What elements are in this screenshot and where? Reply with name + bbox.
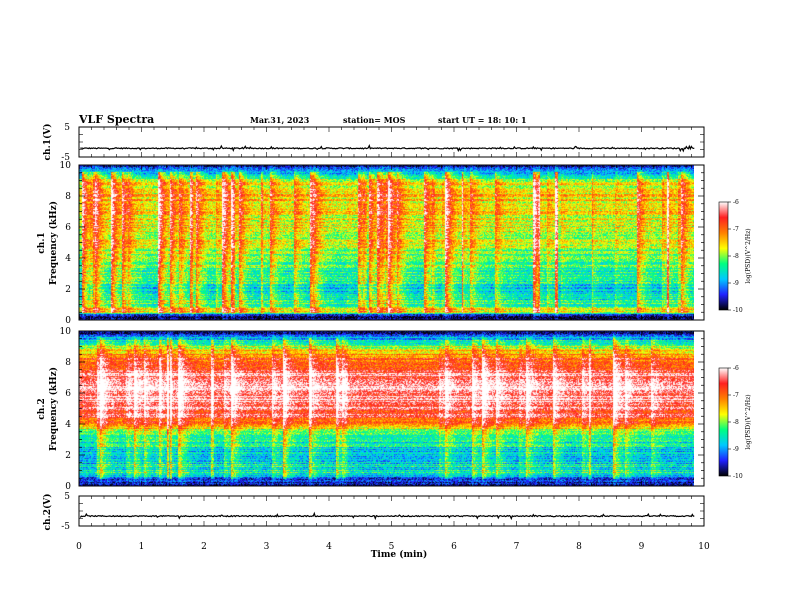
x-tick-label-10: 10 xyxy=(698,542,710,552)
ch2-freq-tick-2: 2 xyxy=(65,451,71,461)
ch2-colorbar-label: log(PSD)(V^2/Hz) xyxy=(745,394,752,449)
ch2-spectrogram-ylabel-2: Frequency (kHz) xyxy=(48,367,59,451)
ch2-freq-tick-0: 0 xyxy=(65,482,71,492)
chart-title: VLF Spectra xyxy=(78,113,154,126)
ch2-spectrogram-ylabel-1: ch.2 xyxy=(37,398,47,419)
ch2-colorbar: -6 -7 -8 -9 -10 log(PSD)(V^2/Hz) xyxy=(718,365,752,480)
ch1-spectrogram-ylabel-1: ch.1 xyxy=(37,232,47,253)
x-tick-label-8: 8 xyxy=(576,542,582,552)
x-tick-label-1: 1 xyxy=(139,542,145,552)
ch2-waveform-line xyxy=(79,511,695,521)
ch2-freq-tick-4: 4 xyxy=(65,420,71,430)
x-tick-label-7: 7 xyxy=(514,542,520,552)
ch1-colorbar-tick--6: -6 xyxy=(733,199,739,206)
ch1-colorbar-label: log(PSD)(V^2/Hz) xyxy=(745,228,752,283)
ch2-waveform-ylabel: ch.2(V) xyxy=(42,494,53,531)
ch1-freq-tick-0: 0 xyxy=(65,316,71,326)
x-axis: 0 1 2 3 4 5 6 7 8 9 10 xyxy=(76,126,710,552)
ch1-freq-tick-10: 10 xyxy=(60,161,72,171)
date-label: Mar.31, 2023 xyxy=(250,115,310,125)
ch1-ytick-bottom: -5 xyxy=(61,153,70,163)
x-tick-label-3: 3 xyxy=(264,542,270,552)
ch2-colorbar-tick--6: -6 xyxy=(733,365,739,372)
ch1-colorbar-tick--7: -7 xyxy=(733,226,739,233)
ch2-spectrogram-panel: 0 2 4 6 8 10 ch.2 Frequency (kHz) xyxy=(37,327,705,492)
ch2-freq-tick-6: 6 xyxy=(65,389,71,399)
x-tick-label-5: 5 xyxy=(389,542,395,552)
x-tick-label-6: 6 xyxy=(451,542,457,552)
ch1-spectrogram-ylabel-2: Frequency (kHz) xyxy=(48,201,59,285)
start-ut-label: start UT = 18: 10: 1 xyxy=(438,115,527,125)
ch1-colorbar-tick--9: -9 xyxy=(733,280,739,287)
ch1-freq-tick-8: 8 xyxy=(65,192,71,202)
x-axis-label: Time (min) xyxy=(371,549,428,560)
ch2-colorbar-tick--10: -10 xyxy=(733,473,743,480)
ch1-spectrogram-image xyxy=(79,165,694,320)
x-tick-label-0: 0 xyxy=(76,542,82,552)
ch1-colorbar-tick--8: -8 xyxy=(733,253,739,260)
station-label: station= MOS xyxy=(343,115,406,125)
ch1-ytick-top: 5 xyxy=(64,123,70,133)
ch1-colorbar-bar xyxy=(718,201,729,311)
ch2-freq-tick-8: 8 xyxy=(65,358,71,368)
x-tick-label-4: 4 xyxy=(326,542,332,552)
ch1-colorbar: -6 -7 -8 -9 -10 log(PSD)(V^2/Hz) xyxy=(718,199,752,314)
ch2-freq-tick-10: 10 xyxy=(60,327,72,337)
ch1-freq-tick-6: 6 xyxy=(65,223,71,233)
ch1-colorbar-tick--10: -10 xyxy=(733,307,743,314)
ch2-colorbar-tick--9: -9 xyxy=(733,446,739,453)
ch1-freq-tick-2: 2 xyxy=(65,285,71,295)
ch2-colorbar-bar xyxy=(718,367,729,477)
ch1-waveform-ylabel: ch.1(V) xyxy=(42,124,53,161)
x-tick-label-2: 2 xyxy=(201,542,207,552)
ch2-colorbar-tick--7: -7 xyxy=(733,392,739,399)
ch1-waveform-line xyxy=(80,143,695,153)
ch1-spectrogram-panel: 0 2 4 6 8 10 ch.1 Frequency (kHz) xyxy=(37,161,705,326)
ch2-ytick-bottom: -5 xyxy=(61,522,70,532)
ch1-freq-tick-4: 4 xyxy=(65,254,71,264)
ch2-colorbar-tick--8: -8 xyxy=(733,419,739,426)
x-tick-label-9: 9 xyxy=(639,542,645,552)
ch2-spectrogram-image xyxy=(79,331,694,486)
ch2-ytick-top: 5 xyxy=(64,492,70,502)
